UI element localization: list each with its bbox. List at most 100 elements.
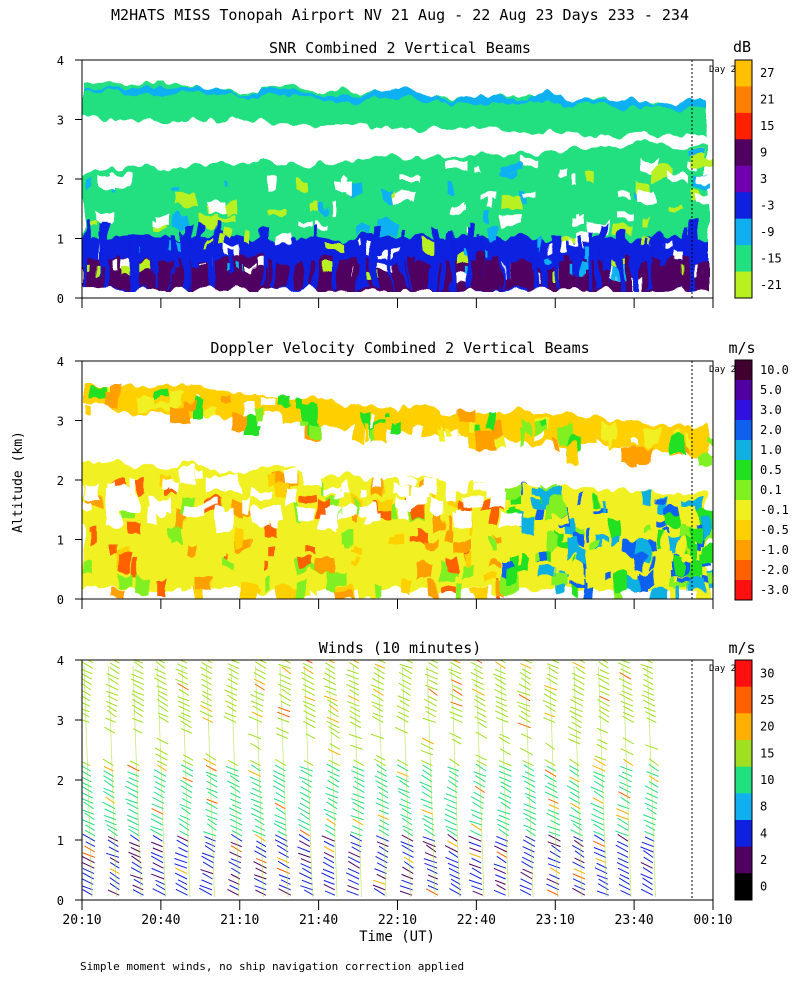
wind-barb <box>423 858 437 864</box>
wind-barb <box>524 792 536 799</box>
y-tick-label: 4 <box>57 54 64 68</box>
wind-barb <box>593 851 607 858</box>
snr-spike <box>419 262 425 290</box>
wind-barb <box>492 673 506 680</box>
wind-barb <box>573 868 586 875</box>
velocity-speckle <box>279 587 296 599</box>
wind-barb <box>231 804 242 810</box>
snr-spike <box>387 247 393 290</box>
wind-barb <box>572 844 585 853</box>
x-tick-label: 20:40 <box>141 913 180 928</box>
wind-barb <box>593 823 605 831</box>
velocity-speckle <box>230 413 246 432</box>
wind-barb <box>353 759 365 767</box>
velocity-speckle <box>688 543 697 563</box>
wind-barb <box>328 725 340 734</box>
wind-barb <box>130 678 145 686</box>
velocity-speckle <box>185 400 195 408</box>
wind-barb <box>476 760 487 767</box>
wind-barb <box>177 700 191 707</box>
snr-speckle <box>245 265 253 271</box>
wind-barb <box>495 683 507 691</box>
wind-barb <box>640 888 653 896</box>
wind-barb <box>619 693 634 702</box>
snr-spike <box>350 262 354 290</box>
colorbar-label: 27 <box>760 66 774 80</box>
wind-barb <box>275 792 286 799</box>
wind-barb <box>85 824 96 831</box>
velocity-speckle <box>152 389 162 399</box>
snr-speckle <box>173 214 189 228</box>
snr-layer <box>82 80 708 138</box>
wind-barb <box>618 877 630 885</box>
wind-barb <box>548 834 561 842</box>
wind-barb <box>474 705 487 713</box>
snr-spike <box>353 263 357 290</box>
snr-speckle <box>588 222 605 234</box>
velocity-gap <box>106 482 115 489</box>
colorbar-label: 0 <box>760 880 767 894</box>
wind-barb <box>82 690 91 696</box>
wind-barb <box>402 825 413 831</box>
snr-speckle <box>312 200 322 214</box>
snr-speckle <box>357 228 366 236</box>
wind-barb <box>547 857 561 864</box>
wind-barb <box>592 808 604 815</box>
velocity-gap <box>284 470 298 484</box>
wind-barb <box>277 717 290 723</box>
wind-barb <box>517 690 531 696</box>
velocity-speckle <box>476 430 494 450</box>
snr-speckle <box>551 242 568 255</box>
wind-barb <box>327 748 341 756</box>
colorbar-swatch <box>735 480 752 501</box>
velocity-speckle <box>181 572 191 591</box>
snr-speckle <box>171 186 179 192</box>
velocity-speckle <box>370 413 376 426</box>
snr-spike <box>553 235 560 290</box>
velocity-gap <box>342 507 355 517</box>
snr-speckle <box>447 160 466 169</box>
wind-barb <box>542 699 556 707</box>
wind-barb <box>82 867 95 875</box>
velocity-speckle <box>236 529 247 548</box>
wind-barb <box>353 776 365 783</box>
wind-barb <box>640 873 653 880</box>
wind-barb <box>229 884 240 891</box>
velocity-speckle <box>662 531 668 540</box>
wind-barb <box>401 689 411 696</box>
wind-barb <box>82 708 90 713</box>
velocity-speckle <box>661 528 671 535</box>
wind-barb <box>593 790 604 799</box>
wind-barb <box>570 819 582 826</box>
wind-barb <box>547 782 558 788</box>
x-tick-label: 00:10 <box>693 913 732 928</box>
velocity-gap <box>390 486 413 497</box>
colorbar-label: 0.1 <box>760 483 782 497</box>
wind-barb <box>401 667 413 675</box>
wind-barb <box>230 841 243 848</box>
wind-barb <box>324 685 337 691</box>
wind-barb <box>230 858 242 864</box>
velocity-gap <box>183 501 205 516</box>
snr-speckle <box>266 210 287 216</box>
y-tick-label: 4 <box>57 654 64 668</box>
wind-barb <box>354 780 365 788</box>
velocity-speckle <box>274 396 291 407</box>
velocity-speckle <box>534 508 544 520</box>
velocity-speckle <box>490 437 507 449</box>
wind-barb <box>277 711 290 718</box>
wind-barb <box>175 678 189 686</box>
wind-barb <box>224 712 237 718</box>
snr-speckle <box>688 150 704 155</box>
velocity-gap <box>287 489 298 506</box>
velocity-speckle <box>169 529 184 545</box>
wind-barb <box>521 668 532 675</box>
wind-barb <box>351 825 363 831</box>
colorbar-label: 10.0 <box>760 363 789 377</box>
velocity-speckle <box>636 446 653 462</box>
velocity-speckle <box>601 422 616 440</box>
wind-barb <box>648 781 659 788</box>
colorbar-label: -3 <box>760 198 774 212</box>
wind-barb <box>231 867 241 875</box>
wind-barb <box>646 771 659 777</box>
